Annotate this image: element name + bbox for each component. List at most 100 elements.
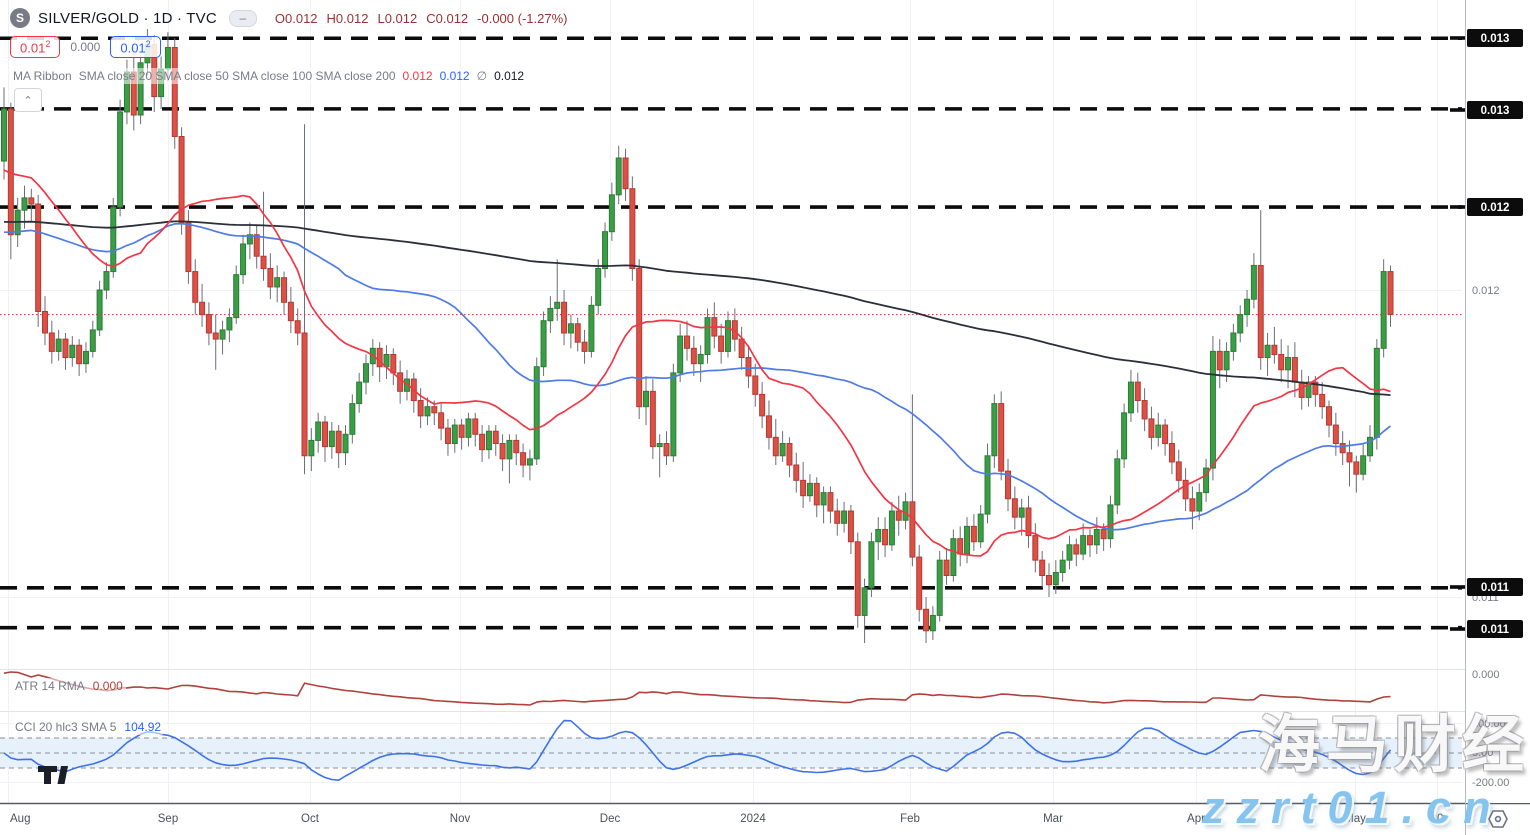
candle[interactable] (1066, 544, 1073, 561)
candle[interactable] (1162, 424, 1169, 444)
candle[interactable] (1319, 393, 1326, 408)
candle[interactable] (868, 541, 875, 589)
candle[interactable] (895, 510, 902, 521)
candle[interactable] (1, 108, 7, 162)
cci-line[interactable] (3, 719, 1392, 781)
candle[interactable] (1387, 271, 1394, 316)
candle[interactable] (1011, 498, 1018, 518)
candle[interactable] (1367, 436, 1373, 457)
candle[interactable] (1257, 264, 1264, 359)
candle[interactable] (1360, 455, 1367, 475)
candle[interactable] (1346, 452, 1353, 463)
ma-ribbon-legend[interactable]: MA Ribbon SMA close 20 SMA close 50 SMA … (10, 68, 528, 84)
candle[interactable] (171, 46, 178, 137)
candle[interactable] (287, 301, 294, 322)
candle[interactable] (1168, 443, 1175, 463)
candle[interactable] (1039, 559, 1046, 577)
candle[interactable] (1100, 528, 1107, 540)
candle[interactable] (588, 304, 595, 352)
price-scale[interactable]: 0.012 0.011 0.000 200.00 0.00 -200.00 0.013 0.0… (1450, 0, 1530, 835)
candle[interactable] (854, 541, 861, 616)
candle[interactable] (923, 608, 930, 632)
candle[interactable] (485, 430, 492, 451)
symbol-logo-icon[interactable]: S (10, 8, 30, 28)
candle[interactable] (1182, 479, 1189, 500)
candle[interactable] (82, 350, 89, 365)
candle[interactable] (472, 418, 479, 435)
candle[interactable] (656, 443, 663, 448)
candle[interactable] (540, 320, 547, 368)
candle[interactable] (335, 430, 342, 454)
candle[interactable] (492, 430, 499, 445)
panel-separators[interactable] (0, 669, 1530, 805)
candle[interactable] (1045, 575, 1052, 586)
candle[interactable] (875, 528, 882, 543)
candle[interactable] (916, 556, 923, 610)
candle[interactable] (444, 427, 451, 444)
candle[interactable] (998, 403, 1005, 472)
candle[interactable] (499, 443, 506, 460)
candle[interactable] (35, 203, 42, 312)
candle[interactable] (1305, 381, 1312, 398)
candle[interactable] (813, 482, 820, 506)
candle[interactable] (185, 221, 192, 273)
candle[interactable] (1059, 559, 1066, 573)
candle[interactable] (1121, 412, 1128, 460)
candle[interactable] (561, 301, 568, 334)
candle[interactable] (1353, 461, 1360, 475)
candle[interactable] (1107, 504, 1114, 540)
candle[interactable] (48, 332, 55, 352)
candle[interactable] (636, 268, 643, 408)
candle[interactable] (1312, 381, 1319, 395)
candle[interactable] (1196, 492, 1203, 512)
candle[interactable] (1093, 528, 1100, 546)
candle[interactable] (841, 510, 848, 524)
candle[interactable] (506, 439, 513, 460)
candle[interactable] (738, 338, 745, 359)
candle[interactable] (820, 492, 827, 506)
candle[interactable] (663, 443, 670, 457)
visibility-toggle-icon[interactable]: – (228, 9, 257, 27)
support-resistance-levels[interactable] (0, 36, 1462, 630)
candle[interactable] (772, 436, 779, 457)
candle[interactable] (547, 307, 554, 322)
candle[interactable] (834, 510, 841, 524)
candle[interactable] (991, 403, 998, 457)
candle[interactable] (1291, 357, 1298, 383)
candle[interactable] (1052, 571, 1059, 586)
candle[interactable] (602, 231, 609, 270)
candle[interactable] (1326, 406, 1333, 426)
candle[interactable] (1237, 314, 1244, 334)
candle[interactable] (76, 344, 83, 365)
candle[interactable] (847, 510, 854, 543)
candle[interactable] (888, 510, 895, 546)
candlestick-series[interactable] (1, 29, 1394, 644)
candle[interactable] (356, 381, 363, 405)
candle[interactable] (929, 614, 936, 632)
candle[interactable] (110, 206, 117, 273)
sma-20-line[interactable] (3, 169, 1391, 557)
candle[interactable] (96, 289, 103, 331)
candle[interactable] (779, 443, 786, 457)
candle[interactable] (718, 335, 725, 352)
candle[interactable] (1155, 424, 1162, 438)
cci-legend[interactable]: CCI 20 hlc3 SMA 5 104.92 (12, 719, 165, 735)
candle[interactable] (253, 234, 260, 257)
candle[interactable] (800, 479, 807, 497)
candle[interactable] (567, 323, 574, 334)
candle[interactable] (233, 274, 240, 319)
time-scale[interactable]: Aug Sep Oct Nov Dec 2024 Feb Mar Apr May 20 (10, 813, 1443, 825)
candle[interactable] (199, 301, 206, 316)
candle[interactable] (1148, 418, 1155, 438)
candle[interactable] (69, 344, 76, 359)
candle[interactable] (1080, 535, 1087, 555)
candle[interactable] (1134, 381, 1141, 402)
candle[interactable] (759, 393, 766, 417)
candle[interactable] (246, 234, 253, 245)
candle[interactable] (212, 332, 219, 340)
candle[interactable] (615, 157, 622, 196)
candle[interactable] (424, 406, 431, 417)
candle[interactable] (608, 194, 615, 233)
candle[interactable] (1373, 347, 1380, 438)
candle[interactable] (649, 390, 656, 448)
